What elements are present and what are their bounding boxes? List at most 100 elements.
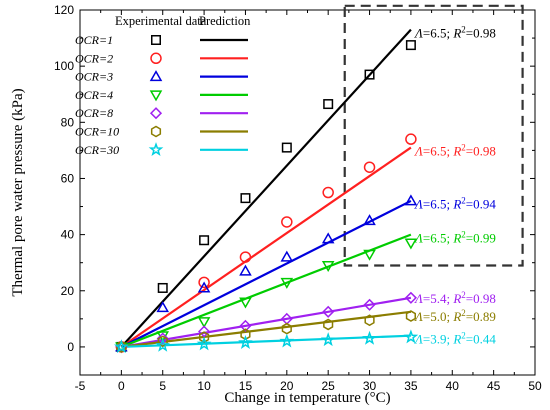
annotation-part: 2 <box>461 290 466 300</box>
triangle-down-marker <box>280 277 294 289</box>
triangle-up-marker <box>321 232 335 244</box>
annotation-part: =0.89 <box>466 309 496 324</box>
legend-header-data: Experimental data <box>115 14 207 28</box>
triangle-down-marker <box>404 238 418 250</box>
annotations: Λ=6.5; R2=0.98Λ=6.5; R2=0.98Λ=6.5; R2=0.… <box>413 24 496 346</box>
diamond-marker <box>363 298 376 311</box>
star-marker <box>196 336 212 351</box>
prediction-line <box>120 199 412 348</box>
triangle-down-marker <box>149 90 163 102</box>
legend-label: OCR=8 <box>75 106 113 120</box>
y-tick-label: 100 <box>54 59 74 73</box>
diamond-marker <box>149 107 163 120</box>
legend-label: OCR=4 <box>75 88 113 102</box>
hexagon-marker <box>157 335 168 348</box>
triangle-down-marker <box>197 317 211 329</box>
hexagon-marker <box>405 310 416 322</box>
circle-marker <box>322 186 334 199</box>
y-axis-title: Thermal pore water pressure (kPa) <box>10 88 26 296</box>
square-marker <box>405 40 416 51</box>
legend-label: OCR=3 <box>75 70 113 84</box>
y-tick-label: 20 <box>61 284 75 298</box>
square-marker <box>240 193 251 204</box>
data-markers <box>114 40 419 354</box>
x-tick-label: 0 <box>118 379 125 393</box>
annotation-part: R <box>452 197 461 212</box>
annotation-part: Λ <box>413 197 423 212</box>
prediction-lines <box>120 28 412 349</box>
y-tick-label: 0 <box>67 340 74 354</box>
prediction-line <box>120 28 412 348</box>
circle-marker <box>150 52 162 65</box>
annotation-part: R <box>452 230 461 245</box>
fit-annotation: Λ=6.5; R2=0.99 <box>413 229 496 245</box>
annotation-part: =6.5; <box>423 143 453 158</box>
hexagon-marker <box>364 314 375 327</box>
triangle-down-marker <box>321 261 335 273</box>
annotation-part: =5.4; <box>423 291 453 306</box>
x-tick-label: 30 <box>363 379 377 393</box>
fit-annotation: Λ=3.9; R2=0.44 <box>413 331 496 347</box>
square-marker <box>323 99 334 110</box>
triangle-up-marker <box>149 70 163 82</box>
prediction-line <box>121 296 412 349</box>
circle-marker <box>239 251 252 263</box>
fit-annotation: Λ=6.5; R2=0.98 <box>413 24 496 40</box>
annotation-part: Λ <box>413 291 423 306</box>
star-marker <box>148 142 164 157</box>
circle-marker <box>198 276 210 289</box>
annotation-part: Λ <box>413 309 423 324</box>
y-tick-label: 120 <box>54 3 74 17</box>
prediction-line <box>120 146 412 348</box>
x-tick-label: 45 <box>487 379 501 393</box>
prediction-line <box>121 310 412 349</box>
fit-annotation: Λ=5.4; R2=0.98 <box>413 290 496 306</box>
annotation-part: =6.5; <box>423 197 453 212</box>
hexagon-marker <box>323 318 334 331</box>
annotation-part: =0.98 <box>466 143 496 158</box>
x-tick-label: 20 <box>280 379 294 393</box>
x-tick-label: 15 <box>239 379 253 393</box>
annotation-part: =6.5; <box>423 230 453 245</box>
star-marker <box>320 332 336 347</box>
diamond-marker <box>239 319 252 332</box>
y-tick-label: 60 <box>61 171 75 185</box>
hexagon-marker <box>116 341 127 353</box>
star-marker <box>403 329 419 344</box>
x-tick-label: 10 <box>197 379 211 393</box>
annotation-part: =0.94 <box>466 197 497 212</box>
triangle-up-marker <box>156 301 170 313</box>
circle-marker <box>363 161 376 173</box>
triangle-up-marker <box>363 214 376 226</box>
legend-header-prediction: Prediction <box>199 14 251 28</box>
triangle-up-marker <box>404 194 418 206</box>
star-marker <box>238 334 253 349</box>
annotation-part: 2 <box>461 142 466 152</box>
fit-annotation: Λ=5.0; R2=0.89 <box>413 308 496 324</box>
hexagon-marker <box>281 322 292 335</box>
annotation-part: Λ <box>413 143 423 158</box>
prediction-line <box>120 233 412 348</box>
y-tick-label: 40 <box>61 228 75 242</box>
annotation-part: 2 <box>461 196 466 206</box>
annotation-part: =6.5; <box>423 25 453 40</box>
square-marker <box>157 282 168 293</box>
axes: -5 0 5 10 15 20 25 30 35 40 45 50 0 20 40 60 80 100 120 <box>54 3 542 393</box>
annotation-part: R <box>452 143 461 158</box>
annotation-part: 2 <box>461 229 466 239</box>
triangle-down-marker <box>239 297 252 309</box>
annotation-part: R <box>452 25 461 40</box>
diamond-marker <box>404 291 417 304</box>
highlight-box <box>343 4 524 267</box>
x-tick-label: 25 <box>322 379 336 393</box>
annotation-part: 2 <box>461 331 466 341</box>
triangle-up-marker <box>280 250 294 262</box>
square-marker <box>281 142 292 153</box>
annotation-part: =0.98 <box>466 291 496 306</box>
triangle-up-marker <box>239 264 252 276</box>
y-tick-label: 80 <box>61 115 75 129</box>
annotation-part: =0.99 <box>466 230 496 245</box>
circle-marker <box>281 216 293 228</box>
